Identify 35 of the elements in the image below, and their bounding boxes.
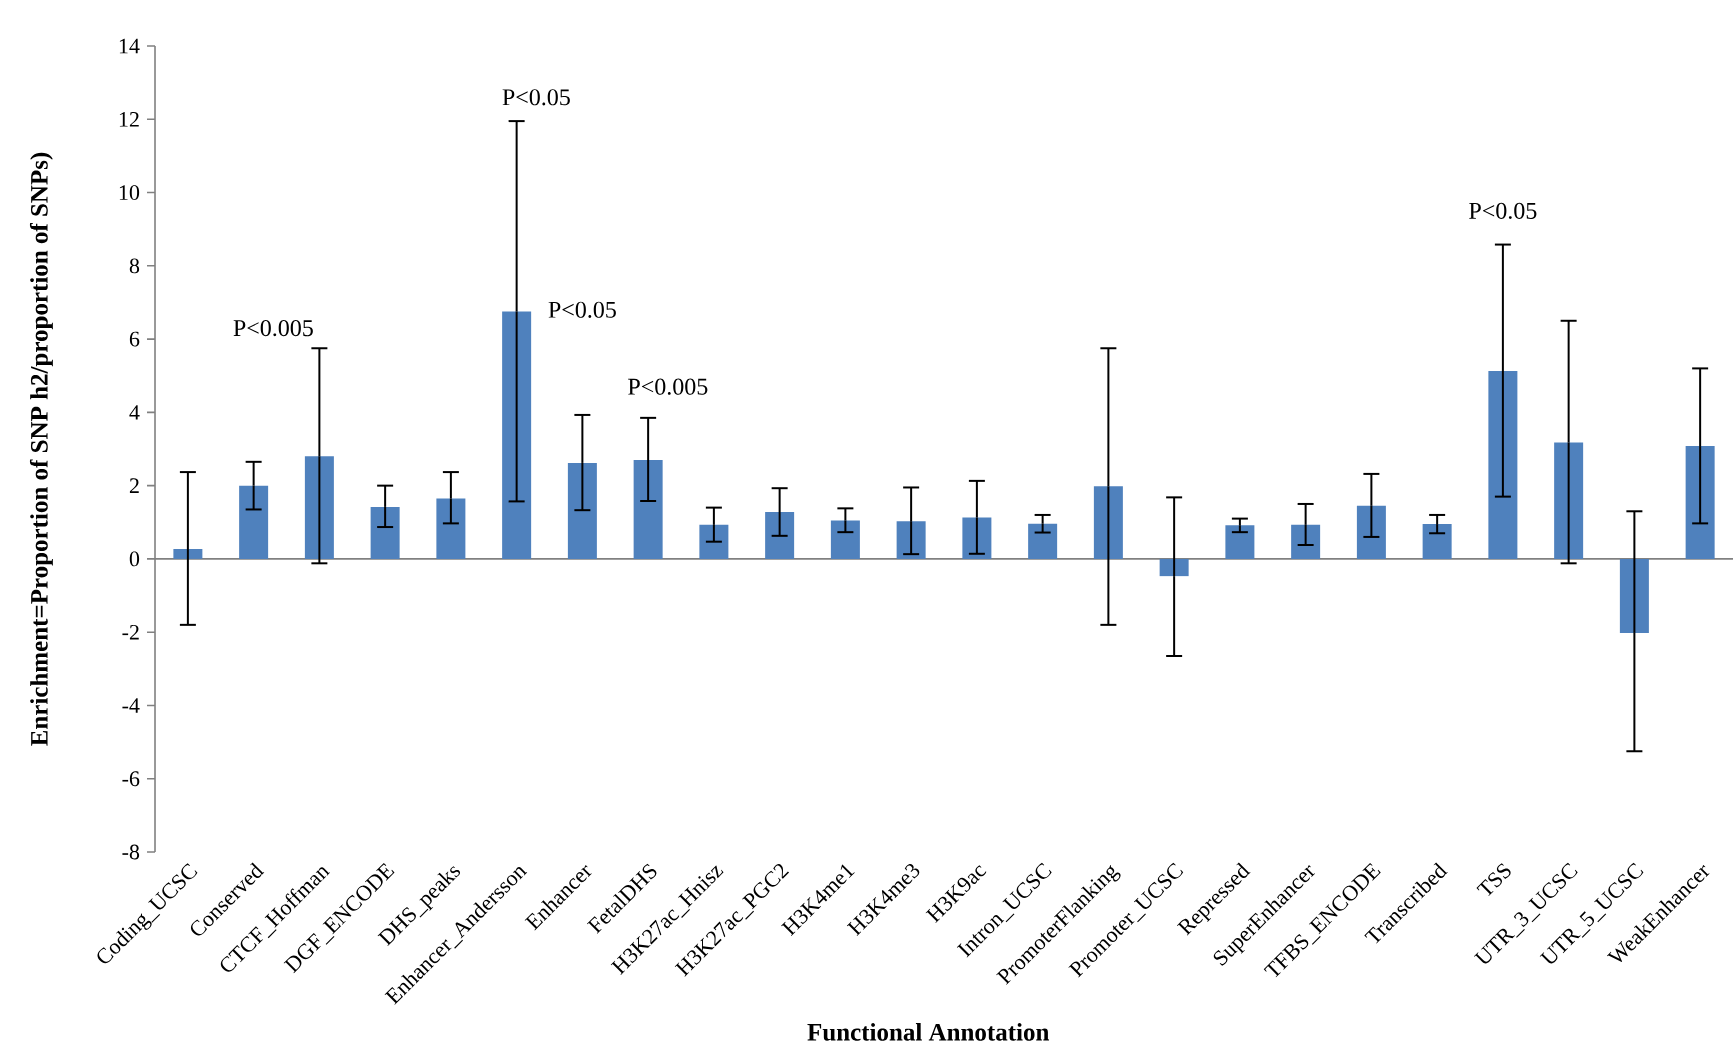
y-tick-label: -4 <box>122 698 140 713</box>
bar <box>633 459 663 559</box>
annotation: P<0.005 <box>628 378 708 395</box>
bar <box>436 498 466 559</box>
annotation: P<0.05 <box>1469 202 1537 220</box>
y-tick-label: 6 <box>129 331 140 347</box>
annotation: P<0.05 <box>502 89 570 106</box>
bar <box>567 462 597 559</box>
annotation: P<0.05 <box>548 301 616 318</box>
bar <box>304 456 334 559</box>
y-tick-label: 2 <box>129 478 139 493</box>
y-axis-title: Enrichment=Proportion of SNP h2/proportion of SNPs) <box>29 152 53 746</box>
bar <box>830 520 860 559</box>
bar <box>1225 525 1255 559</box>
y-tick-label: 4 <box>129 405 140 420</box>
y-tick-label: 8 <box>129 258 140 274</box>
bar <box>1554 442 1584 559</box>
y-tick-label: 14 <box>119 38 140 54</box>
bar <box>1159 558 1189 577</box>
bar <box>1422 524 1452 559</box>
bar <box>1093 486 1123 559</box>
y-tick-label: -6 <box>122 771 140 787</box>
x-axis-title: Functional Annotation <box>807 1023 1050 1041</box>
bar <box>1028 523 1058 559</box>
bar <box>1619 558 1649 633</box>
y-tick-label: 10 <box>119 185 140 200</box>
bar <box>370 506 400 559</box>
y-tick-label: 0 <box>129 551 140 567</box>
y-tick-label: 12 <box>119 112 139 127</box>
y-tick-label: -8 <box>122 844 140 860</box>
bar <box>239 485 269 559</box>
bar <box>699 524 729 559</box>
y-tick-label: -2 <box>122 624 139 640</box>
annotation: P<0.005 <box>233 319 313 337</box>
bar <box>173 549 203 559</box>
